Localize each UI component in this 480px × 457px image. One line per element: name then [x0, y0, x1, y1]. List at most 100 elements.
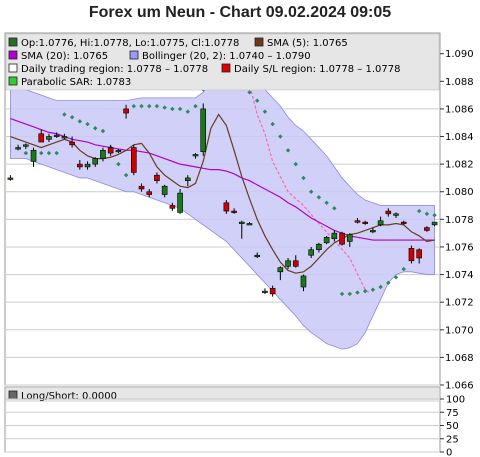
candle-body	[308, 249, 314, 256]
y-tick-label: 1.068	[445, 353, 474, 364]
sar-point	[85, 121, 90, 127]
legend: Op:1.0776, Hi:1.0778, Lo:1.0775, Cl:1.07…	[5, 33, 440, 91]
sub-y-tick-label: 100	[446, 395, 465, 406]
candle-body	[354, 220, 361, 223]
sar-point	[301, 175, 306, 181]
sar-point	[139, 103, 144, 109]
candle-body	[200, 108, 207, 153]
candle-body	[231, 210, 237, 213]
y-tick-label: 1.074	[445, 270, 474, 281]
sma5-line	[10, 113, 435, 274]
sar-point	[170, 106, 175, 112]
candle-body	[339, 232, 345, 245]
y-tick-label: 1.082	[445, 160, 474, 171]
bollinger-band	[9, 67, 436, 350]
sar-point	[308, 189, 314, 194]
sar-point	[185, 109, 190, 114]
sub-legend-swatch	[8, 390, 18, 400]
sar-point	[147, 103, 152, 109]
candle-body	[431, 221, 438, 226]
candle-body	[192, 154, 199, 157]
candle-body	[69, 141, 75, 146]
sub-y-tick-label: 25	[446, 434, 459, 445]
legend-swatch	[254, 37, 264, 47]
candle-body	[400, 221, 407, 224]
legend-box	[5, 33, 440, 91]
sar-point	[362, 288, 368, 294]
candle-body	[131, 147, 137, 173]
legend-swatch	[8, 63, 18, 73]
sar-point	[23, 150, 29, 156]
sar-point	[54, 150, 59, 156]
candle-body	[238, 221, 245, 224]
sar-point	[131, 103, 137, 109]
sar-point	[93, 126, 98, 131]
sar-point	[77, 119, 83, 124]
candle-body	[254, 254, 261, 258]
sar-point	[262, 109, 268, 114]
sar-point	[293, 161, 298, 167]
legend-swatch	[129, 50, 139, 60]
candle-body	[169, 205, 176, 209]
sar-point	[370, 287, 376, 292]
sub-y-tick-label: 75	[446, 408, 459, 419]
sar-point	[62, 112, 67, 117]
long-short-panel: Long/Short: 0.0000 100 75 50 25 0	[4, 386, 465, 457]
candle-body	[316, 243, 322, 251]
candle-body	[46, 136, 52, 140]
sar-point	[285, 148, 291, 153]
candle-body	[161, 185, 168, 195]
y-tick-label: 1.070	[445, 325, 474, 336]
candle-body	[123, 108, 129, 114]
sar-point	[116, 161, 121, 167]
candle-body	[331, 232, 338, 239]
candle-body	[184, 177, 191, 182]
sar-point	[401, 266, 406, 272]
sub-y-tick-label: 0	[446, 448, 452, 457]
sar-point	[193, 103, 198, 109]
legend-swatch	[8, 50, 18, 60]
candle-body	[362, 221, 368, 224]
chart-title: Forex um Neun - Chart 09.02.2024 09:05	[88, 4, 392, 21]
candle-body	[15, 147, 21, 150]
candle-body	[61, 136, 68, 139]
candle-body	[377, 220, 384, 226]
legend-label: SMA (5): 1.0765	[267, 38, 348, 49]
sar-point	[339, 291, 345, 297]
sma20-line	[10, 118, 435, 241]
y-tick-label: 1.084	[445, 132, 474, 143]
sar-point	[46, 150, 52, 156]
y-tick-label: 1.090	[445, 49, 474, 60]
sar-point	[393, 275, 399, 280]
candle-body	[323, 236, 330, 244]
price-panel: 1.090 1.088 1.086 1.084 1.082 1.080 1.078 1.076…	[4, 32, 474, 392]
candle-body	[370, 230, 376, 233]
sar-point	[247, 90, 252, 95]
sar-point	[278, 134, 283, 139]
stop-loss-line	[226, 72, 370, 294]
sar-point	[162, 105, 167, 110]
candle-body	[115, 150, 122, 153]
legend-label: SMA (20): 1.0765	[21, 51, 108, 62]
legend-label: Daily S/L region: 1.0778 – 1.0778	[234, 64, 400, 75]
candle-body	[416, 249, 422, 259]
sar-point	[69, 115, 75, 120]
candle-body	[285, 260, 291, 267]
candle-body	[269, 288, 276, 295]
candle-body	[262, 290, 268, 293]
y-tick-label: 1.088	[445, 77, 474, 88]
candle-body	[408, 248, 415, 262]
candle-body	[246, 223, 253, 226]
candle-body	[38, 133, 45, 143]
sar-point	[177, 106, 183, 112]
legend-label: Daily trading region: 1.0778 – 1.0778	[21, 64, 208, 75]
candle-body	[385, 210, 392, 215]
sar-point	[378, 284, 383, 290]
candle-body	[277, 267, 284, 273]
sar-point	[424, 211, 430, 217]
candle-body	[77, 163, 83, 168]
sar-point	[386, 280, 391, 286]
candle-body	[146, 191, 153, 195]
y-tick-label: 1.072	[445, 298, 474, 309]
candle-body	[84, 163, 91, 168]
